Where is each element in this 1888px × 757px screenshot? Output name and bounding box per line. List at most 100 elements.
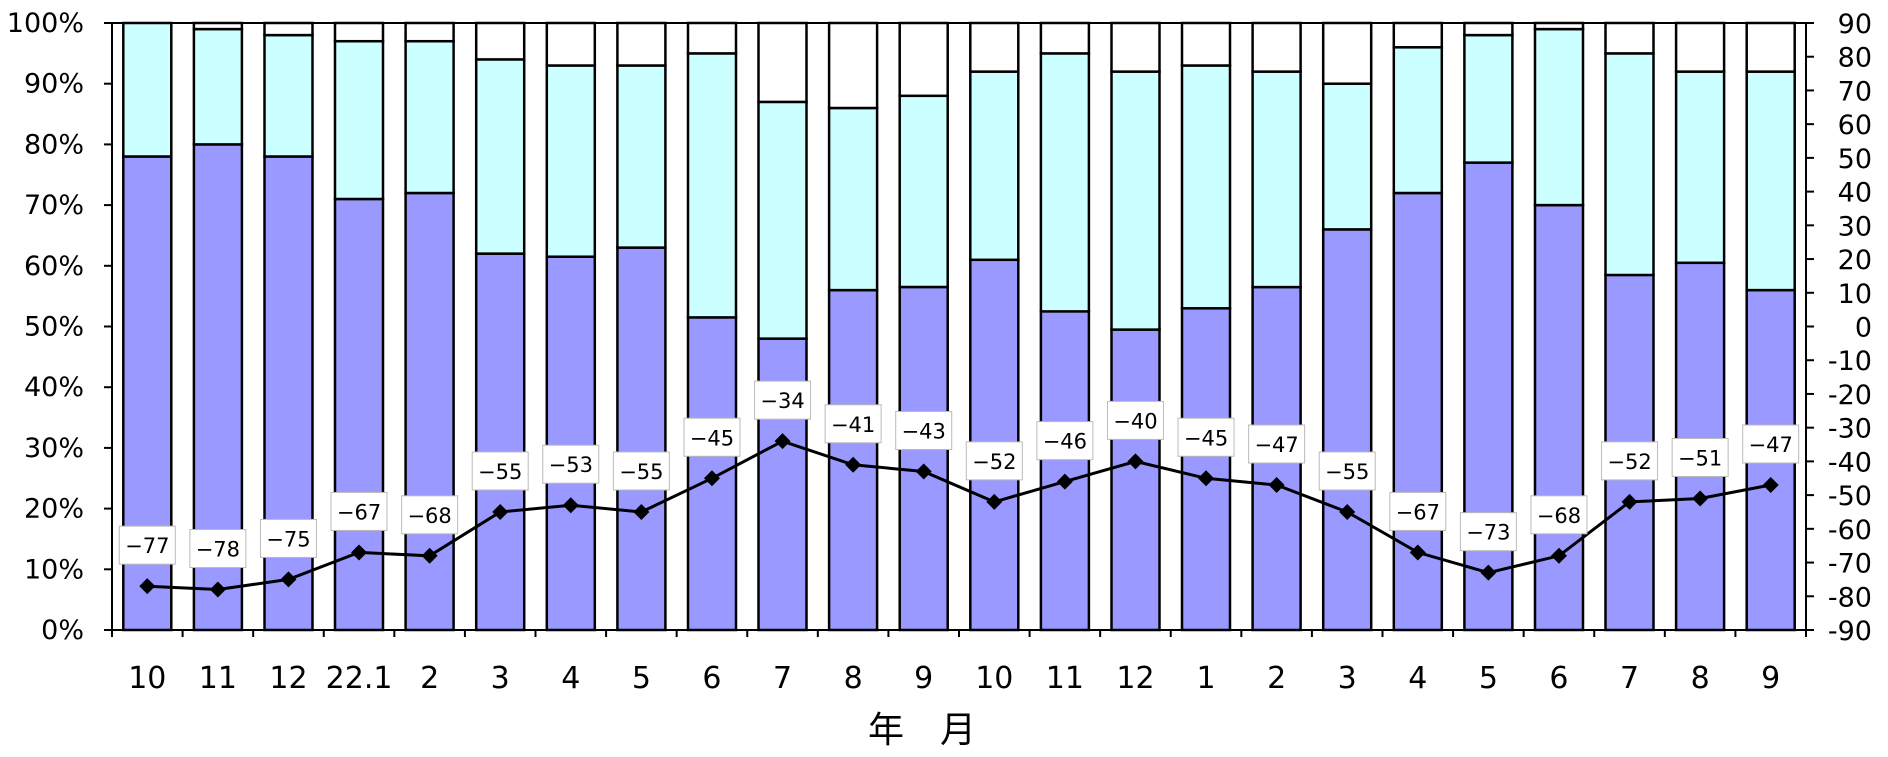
bar-segment-2-4 — [333, 39, 385, 201]
bar-segment-3-7 — [545, 21, 597, 67]
bar-segment-3-9 — [686, 21, 738, 55]
bar-segment-3-24 — [1745, 21, 1796, 73]
bar-segment-1-3 — [263, 155, 314, 632]
line-marker — [1621, 493, 1638, 510]
bar-segment-2-10 — [757, 100, 808, 340]
right-tick-label: -90 — [1828, 616, 1872, 647]
bar-segment-2-3 — [263, 33, 314, 158]
right-tick-label: 60 — [1838, 110, 1872, 141]
data-label-box — [1389, 491, 1447, 531]
bar-segment-1-18 — [1321, 228, 1373, 632]
right-tick-label: -40 — [1828, 447, 1872, 478]
data-label-box — [1742, 424, 1800, 464]
line-marker — [1198, 470, 1215, 487]
line-marker — [1480, 564, 1497, 581]
x-tick-label: 3 — [1338, 661, 1357, 696]
data-label: −45 — [690, 426, 734, 450]
line-marker — [421, 547, 438, 564]
data-label: −78 — [196, 538, 240, 562]
right-tick-label: 20 — [1838, 245, 1872, 276]
x-tick-label: 7 — [1620, 661, 1639, 696]
data-label-box — [330, 491, 388, 531]
line-marker — [280, 571, 297, 588]
right-tick-label: -50 — [1828, 481, 1872, 512]
x-tick-label: 9 — [1761, 661, 1780, 696]
right-tick-label: 10 — [1838, 279, 1872, 310]
data-label-box — [1671, 437, 1729, 477]
data-label: −52 — [1607, 450, 1651, 474]
data-label: −46 — [1043, 430, 1087, 454]
data-label-box — [1036, 421, 1094, 461]
data-label: −43 — [902, 420, 946, 444]
data-label: −53 — [549, 453, 593, 477]
data-label-box — [1530, 495, 1588, 535]
bar-segment-3-16 — [1180, 21, 1232, 67]
line-marker — [1127, 453, 1144, 470]
right-y-axis: -90-80-70-60-50-40-30-20-100102030405060… — [1806, 9, 1872, 647]
right-tick-label: -70 — [1828, 549, 1872, 580]
line-marker — [774, 433, 791, 450]
left-y-axis: 0% 10% 20% 30% 40% 50% 60% 70% 80% 90% 100% — [7, 8, 112, 646]
line-marker — [1409, 544, 1426, 561]
bar-segment-2-2 — [192, 27, 244, 146]
data-label-box — [824, 404, 882, 444]
left-tick-label: 10% — [24, 554, 84, 585]
data-label: −34 — [760, 389, 804, 413]
bar-segment-2-18 — [1321, 82, 1373, 231]
x-tick-label: 4 — [561, 661, 580, 696]
data-label-box — [754, 380, 812, 420]
bar-segment-3-15 — [1110, 21, 1161, 73]
right-tick-label: -20 — [1828, 380, 1872, 411]
x-tick-label: 22.1 — [326, 661, 393, 696]
left-tick-label: 100% — [7, 8, 84, 39]
data-label-box — [542, 444, 600, 484]
x-tick-label: 6 — [702, 661, 721, 696]
left-tick-label: 90% — [24, 69, 84, 100]
bar-segment-1-6 — [474, 252, 526, 632]
x-tick-label: 9 — [914, 661, 933, 696]
bar-segment-2-1 — [122, 21, 173, 158]
line-marker — [1056, 473, 1073, 490]
x-tick-label: 11 — [199, 661, 237, 696]
x-tick-label: 12 — [1116, 661, 1154, 696]
bar-segment-3-6 — [474, 21, 526, 61]
bar-segment-3-3 — [263, 21, 314, 37]
data-label: −55 — [619, 460, 663, 484]
bar-segment-2-24 — [1745, 70, 1796, 292]
bar-segment-3-17 — [1251, 21, 1302, 73]
data-label: −45 — [1184, 426, 1228, 450]
bar-segment-2-6 — [474, 58, 526, 255]
data-labels-layer: −77 −78 −75 −67 −68 −55 −53 −55 −45 −34 −41 −43 −52 −… — [118, 380, 1800, 569]
x-tick-label: 3 — [491, 661, 510, 696]
left-tick-label: 70% — [24, 190, 84, 221]
bar-segment-1-4 — [333, 197, 385, 632]
data-label-box — [612, 451, 670, 491]
line-marker — [703, 470, 720, 487]
data-label-box — [1177, 417, 1235, 457]
left-tick-label: 40% — [24, 372, 84, 403]
bar-segment-3-18 — [1321, 21, 1373, 85]
line-marker — [633, 503, 650, 520]
x-tick-label: 12 — [269, 661, 307, 696]
right-tick-label: 40 — [1838, 178, 1872, 209]
bar-segment-1-12 — [898, 285, 949, 632]
bar-segment-1-21 — [1533, 203, 1585, 632]
right-tick-label: -60 — [1828, 515, 1872, 546]
right-tick-label: 0 — [1855, 313, 1872, 344]
bar-segment-3-4 — [333, 21, 385, 43]
bar-segment-2-13 — [969, 70, 1020, 262]
right-tick-label: -80 — [1828, 582, 1872, 613]
data-label-box — [683, 417, 741, 457]
bar-segment-2-22 — [1604, 52, 1655, 277]
data-label: −55 — [1325, 460, 1369, 484]
bar-segment-2-16 — [1180, 64, 1232, 310]
bar-segment-2-11 — [827, 106, 879, 292]
left-tick-label: 50% — [24, 312, 84, 343]
data-label: −51 — [1678, 446, 1722, 470]
bar-segment-1-15 — [1110, 328, 1161, 632]
x-tick-label: 5 — [632, 661, 651, 696]
data-label-box — [118, 525, 176, 565]
left-tick-label: 80% — [24, 129, 84, 160]
bar-segment-1-14 — [1039, 310, 1091, 632]
